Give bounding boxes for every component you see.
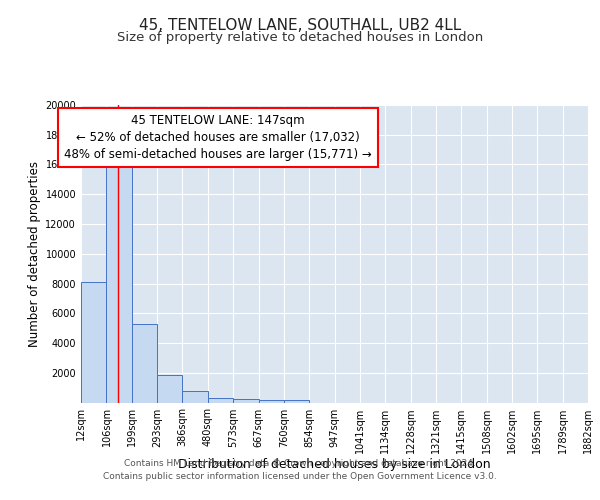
Bar <box>106 157 132 402</box>
Y-axis label: Number of detached properties: Number of detached properties <box>28 161 41 347</box>
Bar <box>233 399 259 402</box>
Bar <box>284 400 309 402</box>
Text: 45, TENTELOW LANE, SOUTHALL, UB2 4LL: 45, TENTELOW LANE, SOUTHALL, UB2 4LL <box>139 18 461 32</box>
Text: Contains HM Land Registry data © Crown copyright and database right 2024.
Contai: Contains HM Land Registry data © Crown c… <box>103 460 497 481</box>
Bar <box>259 400 284 402</box>
Text: Size of property relative to detached houses in London: Size of property relative to detached ho… <box>117 31 483 44</box>
Bar <box>81 282 106 403</box>
Bar <box>208 398 233 402</box>
Bar <box>182 392 208 402</box>
X-axis label: Distribution of detached houses by size in London: Distribution of detached houses by size … <box>178 458 491 471</box>
Bar <box>157 375 182 402</box>
Bar <box>132 324 157 402</box>
Text: 45 TENTELOW LANE: 147sqm
← 52% of detached houses are smaller (17,032)
48% of se: 45 TENTELOW LANE: 147sqm ← 52% of detach… <box>64 114 372 161</box>
